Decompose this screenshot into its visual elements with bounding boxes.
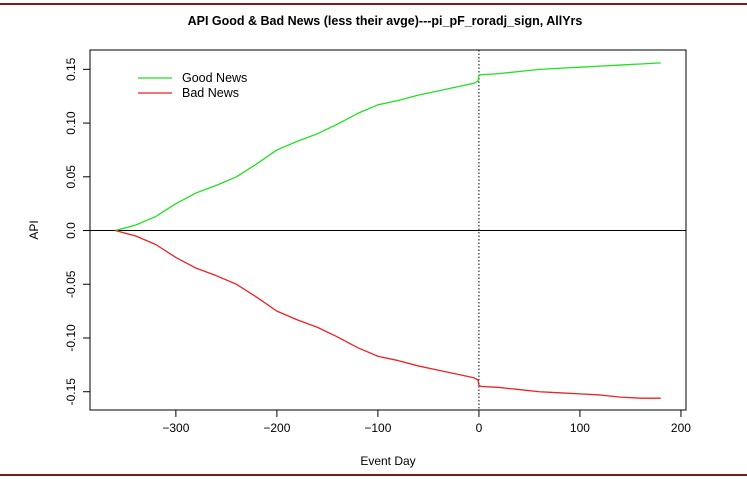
legend-label-bad-news: Bad News <box>182 86 239 100</box>
y-tick-label: -0.10 <box>64 324 78 352</box>
series-lines <box>115 62 661 399</box>
chart-title: API Good & Bad News (less their avge)---… <box>188 14 583 28</box>
x-tick-label: −200 <box>263 421 290 435</box>
frame-top-rule <box>0 3 747 5</box>
x-tick-label: 200 <box>671 421 691 435</box>
reference-lines <box>90 50 686 410</box>
y-tick-label: 0.15 <box>64 57 78 81</box>
y-tick-label: -0.15 <box>64 378 78 406</box>
plot-frame <box>89 49 687 411</box>
x-tick-label: 100 <box>570 421 590 435</box>
y-tick-label: 0.10 <box>64 111 78 135</box>
y-axis-label: API <box>27 220 41 239</box>
series-line-bad-news <box>115 229 661 399</box>
x-axis: −300 −200 −100 0 100 200 <box>162 410 691 435</box>
x-tick-label: 0 <box>476 421 483 435</box>
y-tick-label: 0.0 <box>64 222 78 239</box>
y-tick-label: 0.05 <box>64 165 78 189</box>
x-tick-label: −100 <box>364 421 391 435</box>
y-tick-label: -0.05 <box>64 270 78 298</box>
x-tick-label: −300 <box>162 421 189 435</box>
series-line-good-news <box>115 62 661 232</box>
y-axis: 0.15 0.10 0.05 0.0 -0.05 -0.10 -0.15 <box>64 57 90 405</box>
legend-label-good-news: Good News <box>182 71 247 85</box>
x-axis-label: Event Day <box>360 454 415 468</box>
frame-bottom-rule <box>0 474 747 476</box>
